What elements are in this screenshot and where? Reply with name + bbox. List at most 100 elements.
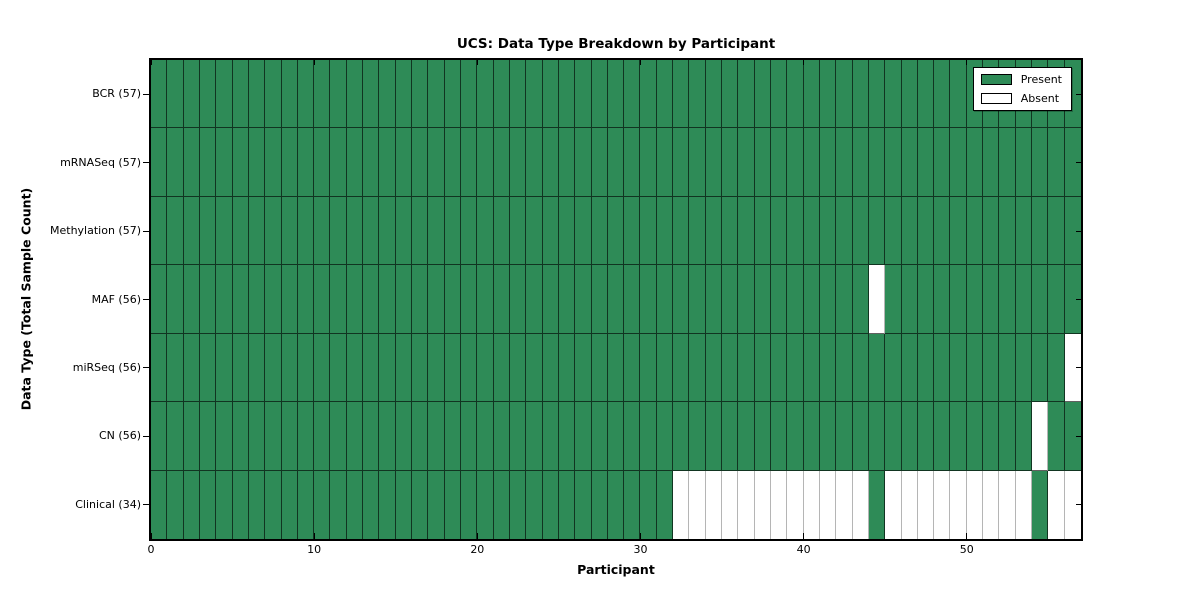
matrix-cell xyxy=(950,470,967,539)
matrix-cell xyxy=(1032,402,1049,471)
matrix-cell xyxy=(787,402,804,471)
matrix-cell xyxy=(722,333,739,403)
matrix-cell xyxy=(607,333,625,403)
matrix-cell xyxy=(151,128,168,197)
matrix-cell xyxy=(591,265,608,334)
matrix-cell xyxy=(314,60,331,129)
matrix-cell xyxy=(346,60,364,129)
y-tick-mark xyxy=(143,93,149,95)
matrix-cell xyxy=(1015,196,1033,266)
matrix-cell xyxy=(281,196,298,266)
matrix-cell xyxy=(493,265,510,334)
matrix-cell xyxy=(265,402,282,471)
matrix-cell xyxy=(281,60,298,129)
matrix-cell xyxy=(461,265,478,334)
matrix-cell xyxy=(412,196,429,266)
matrix-cell xyxy=(281,402,298,471)
matrix-cell xyxy=(265,60,282,129)
matrix-cell xyxy=(771,470,788,539)
matrix-cell xyxy=(656,60,674,129)
matrix-cell xyxy=(1032,128,1049,197)
matrix-cell xyxy=(542,196,559,266)
matrix-cell xyxy=(444,265,461,334)
matrix-cell xyxy=(917,402,935,471)
matrix-cell xyxy=(216,333,233,403)
matrix-cell xyxy=(199,402,217,471)
y-tick-mark xyxy=(1076,435,1081,437)
matrix-cell xyxy=(526,402,543,471)
matrix-cell xyxy=(1048,128,1065,197)
matrix-cell xyxy=(673,265,690,334)
matrix-cell xyxy=(151,333,168,403)
matrix-cell xyxy=(999,402,1016,471)
matrix-cell xyxy=(885,333,902,403)
matrix-cell xyxy=(803,402,820,471)
matrix-cell xyxy=(607,265,625,334)
matrix-cell xyxy=(607,128,625,197)
matrix-cell xyxy=(1048,196,1065,266)
matrix-cell xyxy=(346,265,364,334)
matrix-cell xyxy=(265,333,282,403)
matrix-cell xyxy=(428,470,445,539)
matrix-cell xyxy=(461,128,478,197)
matrix-cell xyxy=(1064,265,1081,334)
matrix-cell xyxy=(297,60,315,129)
heatmap-grid xyxy=(151,60,1081,539)
matrix-cell xyxy=(819,402,837,471)
matrix-cell xyxy=(477,333,494,403)
matrix-cell xyxy=(591,402,608,471)
matrix-cell xyxy=(983,333,1000,403)
matrix-cell xyxy=(754,60,771,129)
matrix-cell xyxy=(1015,333,1033,403)
matrix-cell xyxy=(624,196,641,266)
x-tick-label: 0 xyxy=(147,543,155,556)
matrix-cell xyxy=(216,128,233,197)
matrix-cell xyxy=(640,402,657,471)
matrix-cell xyxy=(591,128,608,197)
matrix-cell xyxy=(885,470,902,539)
matrix-cell xyxy=(526,196,543,266)
matrix-cell xyxy=(771,333,788,403)
matrix-cell xyxy=(346,128,364,197)
matrix-cell xyxy=(395,60,413,129)
matrix-cell xyxy=(1032,265,1049,334)
matrix-cell xyxy=(542,402,559,471)
matrix-cell xyxy=(444,402,461,471)
matrix-cell xyxy=(656,333,674,403)
y-tick-mark xyxy=(143,299,149,300)
matrix-cell xyxy=(199,60,217,129)
matrix-cell xyxy=(934,60,951,129)
matrix-cell xyxy=(346,402,364,471)
matrix-cell xyxy=(852,470,869,539)
matrix-cell xyxy=(738,196,755,266)
matrix-cell xyxy=(787,60,804,129)
matrix-cell xyxy=(493,128,510,197)
matrix-cell xyxy=(754,402,771,471)
matrix-cell xyxy=(885,265,902,334)
matrix-cell xyxy=(738,333,755,403)
matrix-cell xyxy=(966,196,984,266)
matrix-cell xyxy=(199,265,217,334)
matrix-cell xyxy=(901,265,918,334)
matrix-cell xyxy=(803,60,820,129)
matrix-cell xyxy=(934,333,951,403)
matrix-cell xyxy=(901,402,918,471)
matrix-cell xyxy=(722,402,739,471)
y-tick-mark xyxy=(143,367,149,369)
matrix-cell xyxy=(885,196,902,266)
matrix-cell xyxy=(509,402,527,471)
matrix-cell xyxy=(656,402,674,471)
matrix-cell xyxy=(477,128,494,197)
matrix-cell xyxy=(705,265,723,334)
matrix-cell xyxy=(673,333,690,403)
matrix-cell xyxy=(395,333,413,403)
matrix-cell xyxy=(738,128,755,197)
matrix-cell xyxy=(232,402,249,471)
matrix-cell xyxy=(346,470,364,539)
matrix-cell xyxy=(689,128,706,197)
matrix-cell xyxy=(395,265,413,334)
matrix-cell xyxy=(281,128,298,197)
x-tick-label: 50 xyxy=(959,543,974,556)
matrix-cell xyxy=(934,265,951,334)
present-swatch-icon xyxy=(980,74,1012,85)
